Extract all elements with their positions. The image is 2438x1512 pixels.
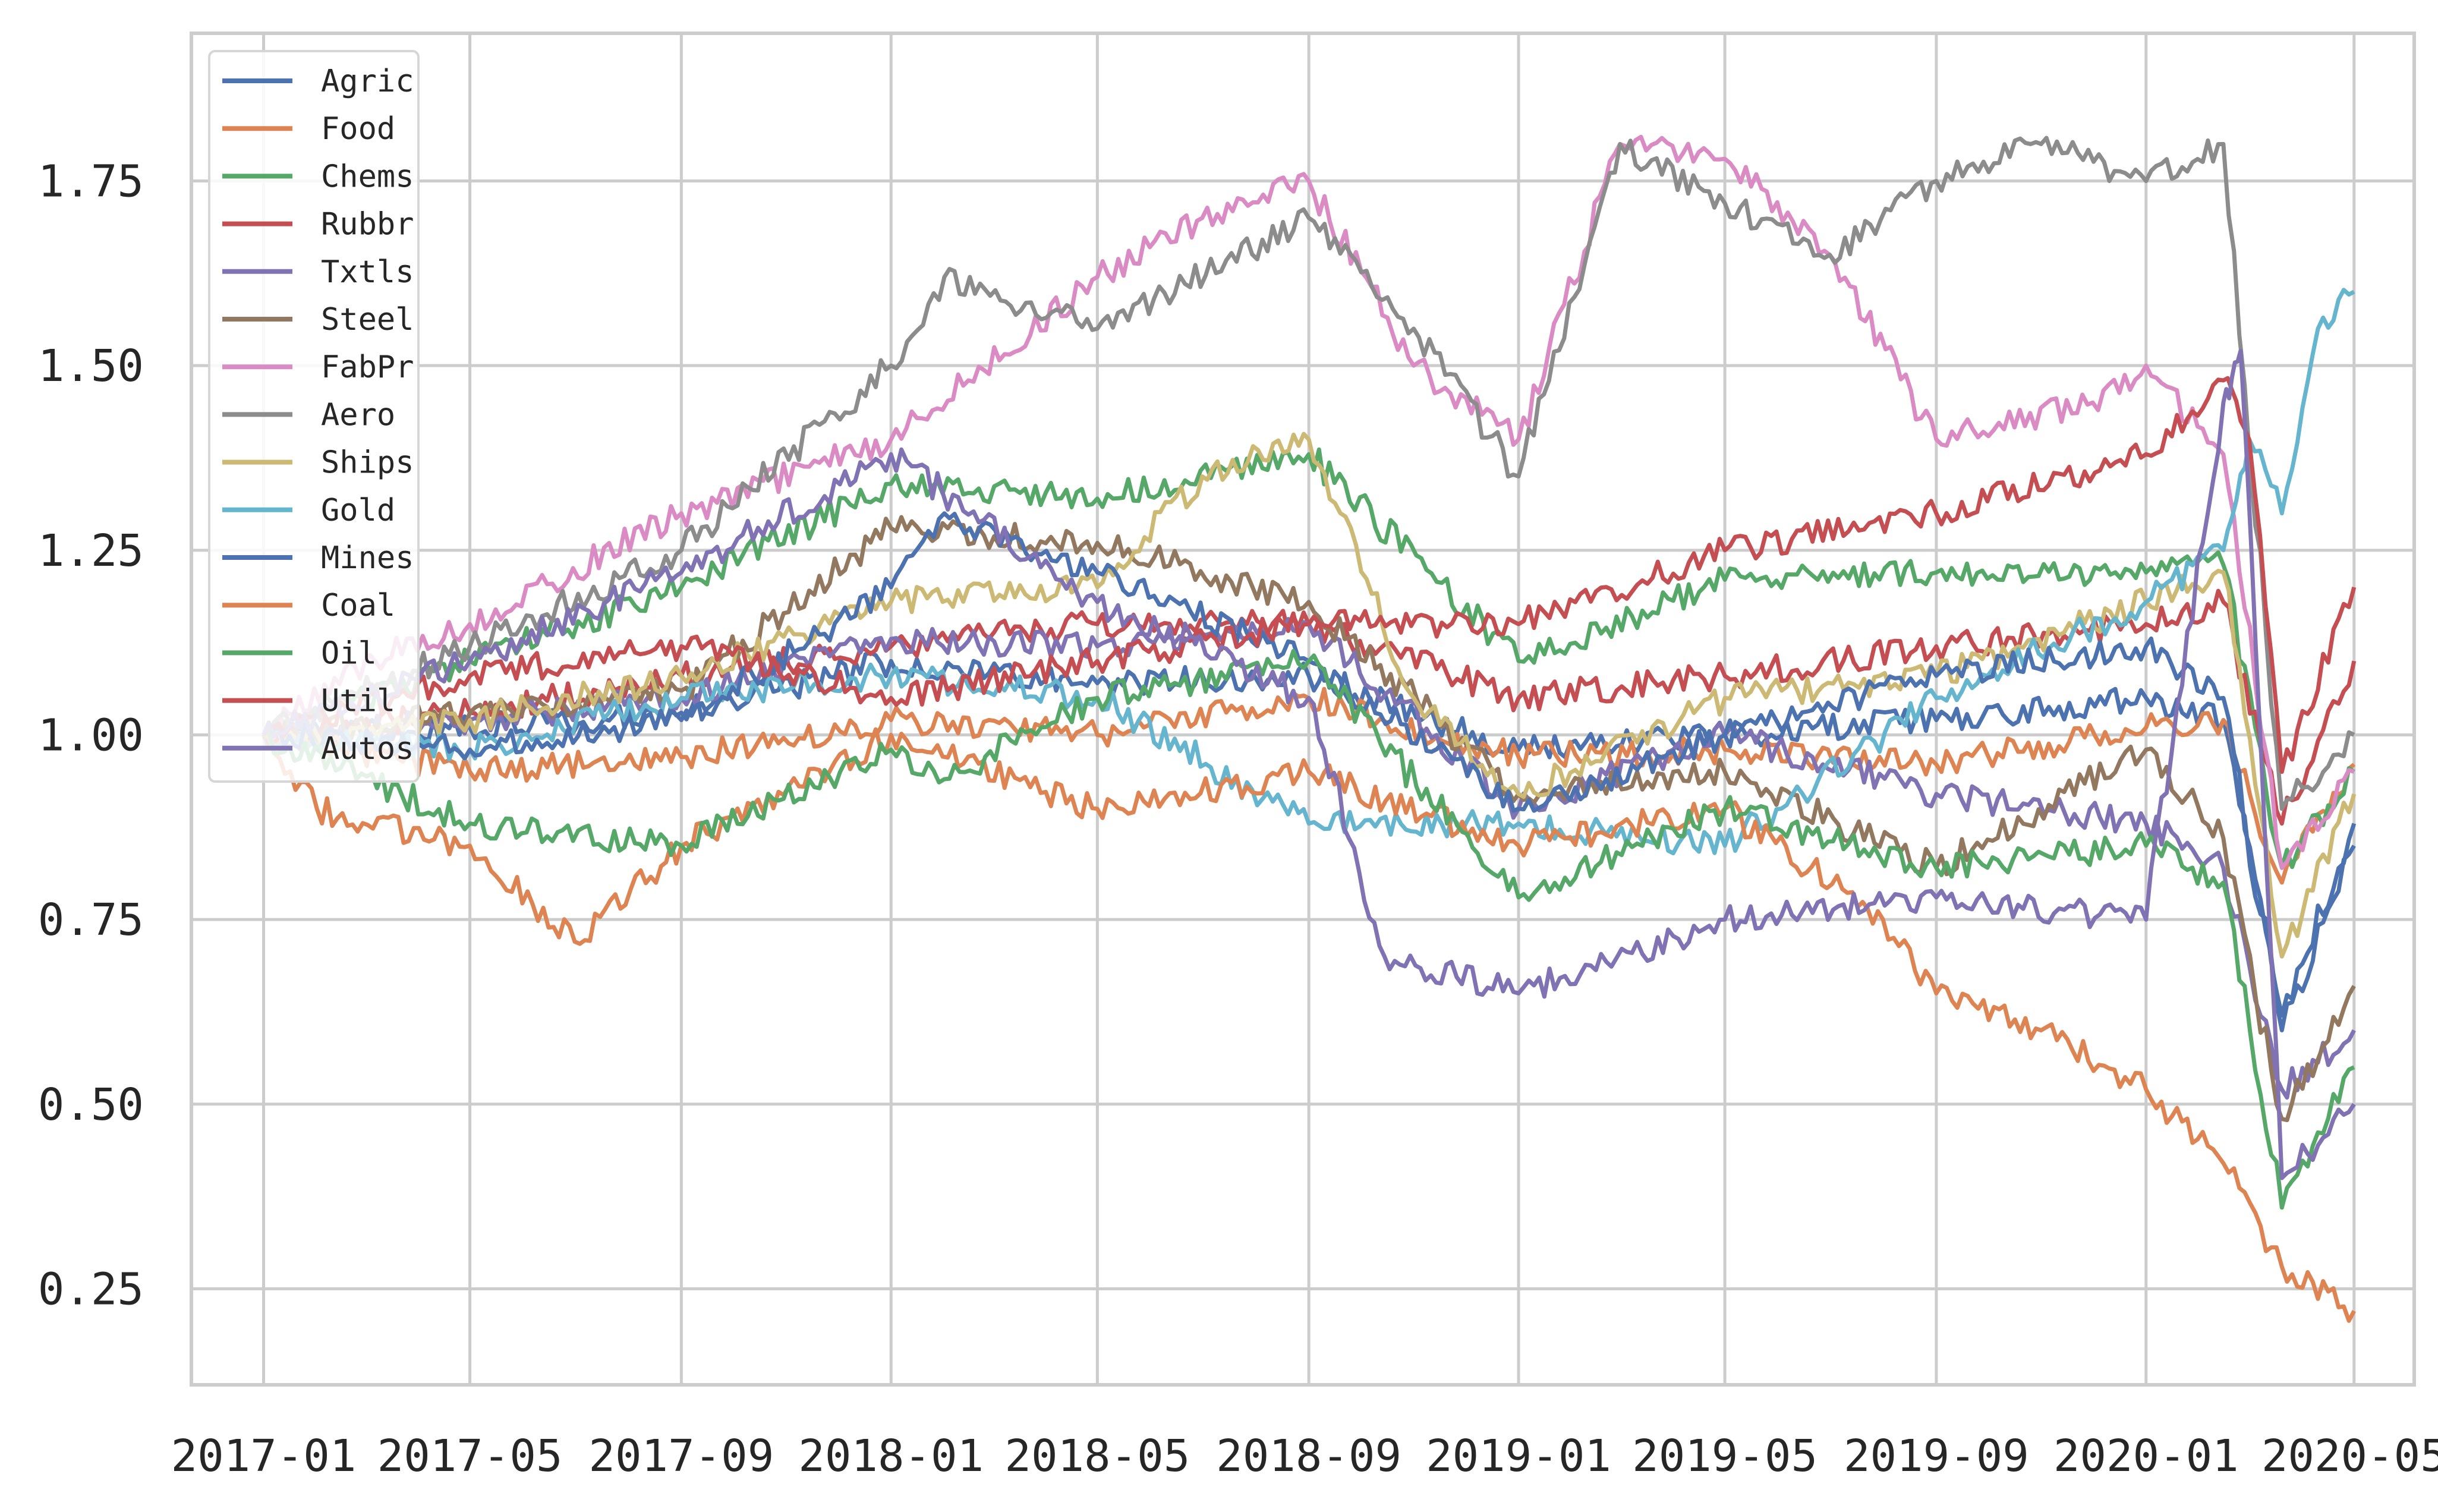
legend-box — [208, 50, 420, 783]
legend-label: Txtls — [321, 254, 414, 290]
y-tick-label: 0.50 — [38, 1079, 144, 1130]
x-tick-label: 2020-05 — [2261, 1431, 2438, 1482]
legend-label: Coal — [321, 588, 395, 623]
legend-label: Util — [321, 683, 395, 719]
series-line-oil — [262, 648, 2355, 1210]
y-tick-label: 1.50 — [38, 341, 144, 392]
legend-label: Gold — [321, 493, 395, 528]
y-tick-label: 1.75 — [38, 156, 144, 207]
series-line-chems — [262, 447, 2355, 870]
x-tick-label: 2018-01 — [798, 1431, 984, 1482]
x-tick-label: 2017-05 — [377, 1431, 563, 1482]
legend-label: Aero — [321, 397, 395, 433]
series-line-fabpr — [263, 134, 2355, 870]
series-lines — [262, 134, 2357, 1323]
x-tick-label: 2019-05 — [1632, 1431, 1818, 1482]
series-line-agric — [262, 650, 2357, 1018]
legend-label: Chems — [321, 159, 414, 194]
legend-label: Agric — [321, 64, 414, 99]
legend-label: FabPr — [321, 349, 414, 385]
legend-label: Autos — [321, 731, 414, 767]
series-line-util — [262, 376, 2357, 774]
series-line-aero — [263, 136, 2355, 811]
legend-label: Steel — [321, 302, 414, 338]
x-tick-label: 2019-01 — [1426, 1431, 1611, 1482]
legend-label: Rubbr — [321, 207, 414, 242]
gridlines — [191, 33, 2414, 1385]
x-tick-label: 2017-01 — [171, 1431, 357, 1482]
x-tick-label: 2018-09 — [1216, 1431, 1401, 1482]
x-tick-label: 2017-09 — [588, 1431, 774, 1482]
y-tick-label: 1.00 — [38, 710, 144, 761]
legend: Agric Food Chems Rubbr Txtls Steel FabPr Aero Sh… — [208, 50, 420, 783]
series-line-steel — [262, 515, 2356, 1123]
x-axis-ticks: 2017-01 2017-05 2017-09 2018-01 2018-05 2018-… — [171, 1431, 2438, 1482]
legend-label: Mines — [321, 540, 414, 576]
x-tick-label: 2018-05 — [1004, 1431, 1190, 1482]
legend-label: Food — [321, 111, 395, 147]
legend-label: Oil — [321, 635, 377, 671]
y-tick-label: 1.25 — [38, 525, 144, 577]
y-tick-label: 0.75 — [38, 894, 144, 946]
y-tick-label: 0.25 — [38, 1264, 144, 1315]
plot-frame — [190, 32, 2416, 1387]
legend-label: Ships — [321, 445, 414, 481]
x-tick-label: 2020-01 — [2053, 1431, 2239, 1482]
series-line-autos — [262, 348, 2356, 1180]
series-line-ships — [263, 431, 2357, 959]
x-tick-label: 2019-09 — [1844, 1431, 2029, 1482]
series-line-coal — [263, 727, 2356, 1323]
y-axis-ticks: 0.25 0.50 0.75 1.00 1.25 1.50 1.75 — [38, 156, 144, 1315]
